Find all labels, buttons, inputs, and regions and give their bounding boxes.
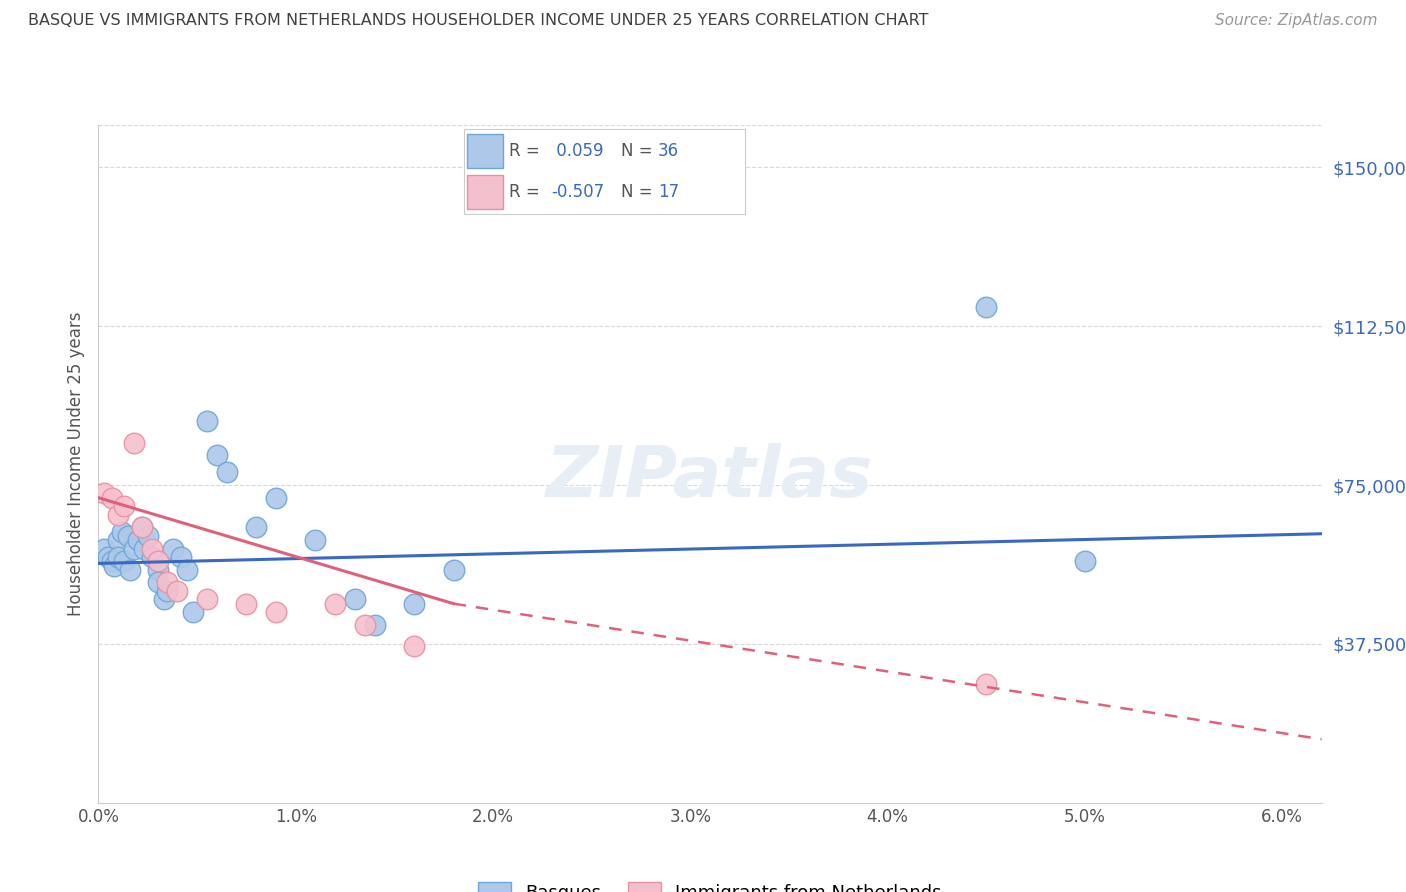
Point — [132, 541, 155, 556]
Point — [181, 605, 204, 619]
Point — [363, 617, 385, 632]
Point — [235, 597, 257, 611]
Point — [974, 677, 997, 691]
Text: Source: ZipAtlas.com: Source: ZipAtlas.com — [1215, 13, 1378, 29]
Point — [205, 448, 228, 462]
Point — [141, 549, 163, 565]
Point — [245, 520, 267, 534]
Point — [215, 466, 238, 480]
Point — [195, 592, 218, 607]
Point — [131, 520, 153, 534]
Y-axis label: Householder Income Under 25 years: Householder Income Under 25 years — [66, 311, 84, 616]
Point — [264, 605, 287, 619]
Point — [304, 533, 326, 547]
Point — [136, 529, 159, 543]
Point — [146, 575, 169, 590]
Point — [97, 549, 120, 565]
Point — [166, 583, 188, 598]
Point — [146, 563, 169, 577]
Point — [146, 554, 169, 568]
Point — [156, 583, 179, 598]
Point — [118, 563, 141, 577]
Point — [107, 549, 129, 565]
Text: -0.507: -0.507 — [551, 183, 605, 201]
Point — [323, 597, 346, 611]
Text: BASQUE VS IMMIGRANTS FROM NETHERLANDS HOUSEHOLDER INCOME UNDER 25 YEARS CORRELAT: BASQUE VS IMMIGRANTS FROM NETHERLANDS HO… — [28, 13, 928, 29]
Point — [152, 592, 174, 607]
Point — [111, 524, 134, 539]
Text: ZIPatlas: ZIPatlas — [547, 443, 873, 512]
Text: 17: 17 — [658, 183, 679, 201]
FancyBboxPatch shape — [467, 135, 503, 169]
FancyBboxPatch shape — [467, 175, 503, 209]
Text: 36: 36 — [658, 143, 679, 161]
Point — [122, 541, 145, 556]
Point — [112, 500, 135, 514]
Point — [974, 300, 997, 314]
Text: 0.059: 0.059 — [551, 143, 603, 161]
Point — [122, 435, 145, 450]
Point — [170, 549, 193, 565]
Point — [101, 491, 124, 505]
Text: N =: N = — [621, 143, 658, 161]
Point — [93, 486, 115, 500]
Point — [404, 597, 426, 611]
Point — [162, 541, 184, 556]
Point — [107, 508, 129, 522]
Point — [195, 414, 218, 428]
Point — [127, 533, 149, 547]
Point — [343, 592, 366, 607]
Point — [141, 541, 163, 556]
Point — [353, 617, 375, 632]
Point — [131, 520, 153, 534]
Point — [264, 491, 287, 505]
Point — [1074, 554, 1097, 568]
Text: R =: R = — [509, 143, 546, 161]
Text: R =: R = — [509, 183, 546, 201]
Point — [103, 558, 125, 573]
Point — [443, 563, 465, 577]
Point — [93, 541, 115, 556]
Legend: Basques, Immigrants from Netherlands: Basques, Immigrants from Netherlands — [470, 873, 950, 892]
Point — [112, 554, 135, 568]
Point — [156, 575, 179, 590]
Point — [176, 563, 198, 577]
Point — [404, 639, 426, 653]
Text: N =: N = — [621, 183, 658, 201]
Point — [107, 533, 129, 547]
Point — [101, 554, 124, 568]
Point — [117, 529, 139, 543]
